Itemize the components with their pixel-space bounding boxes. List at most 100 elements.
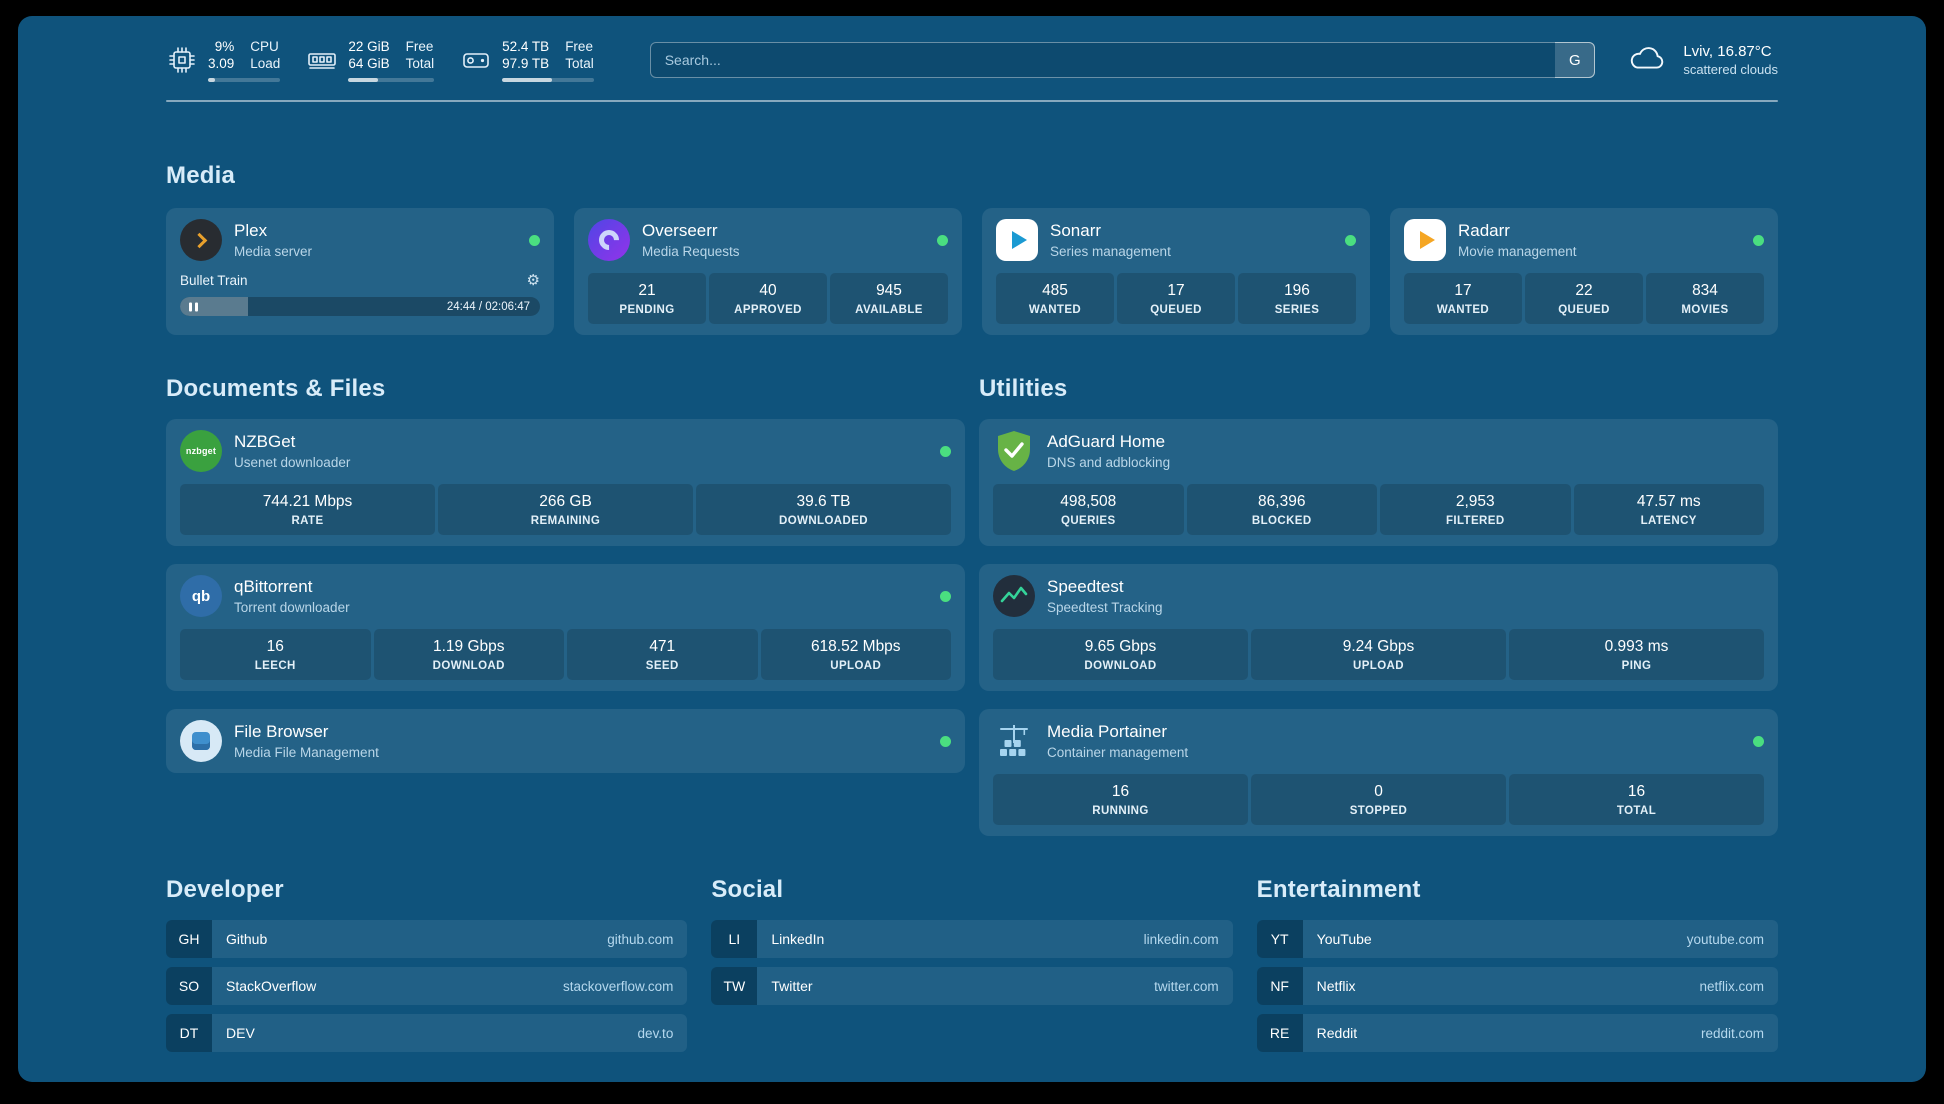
bookmarks-social: Social LI LinkedIn linkedin.com TW Twitte… bbox=[711, 876, 1233, 1061]
bookmark-url: github.com bbox=[607, 931, 674, 947]
stat-upload: 618.52 Mbps UPLOAD bbox=[760, 629, 951, 680]
bookmark-name: LinkedIn bbox=[771, 931, 825, 947]
search-input[interactable] bbox=[649, 42, 1596, 78]
disk-free-label: Free bbox=[565, 39, 593, 54]
overseerr-card[interactable]: Overseerr Media Requests 21 PENDING 40 APP… bbox=[574, 208, 962, 335]
disk-progress-bar bbox=[502, 78, 594, 82]
bookmark-youtube[interactable]: YT YouTube youtube.com bbox=[1256, 920, 1778, 958]
cpu-label: CPU bbox=[250, 39, 279, 54]
stat-remaining: 266 GB REMAINING bbox=[438, 484, 693, 535]
service-subtitle: DNS and adblocking bbox=[1047, 455, 1171, 470]
qbittorrent-icon: qb bbox=[180, 575, 222, 617]
bookmark-name: Github bbox=[226, 931, 268, 947]
bookmark-abbr: TW bbox=[711, 967, 758, 1005]
cpu-progress-bar bbox=[208, 78, 281, 82]
sonarr-icon bbox=[996, 219, 1038, 261]
pause-icon[interactable] bbox=[189, 302, 198, 311]
bookmark-url: linkedin.com bbox=[1143, 931, 1219, 947]
gear-icon[interactable]: ⚙ bbox=[526, 272, 540, 289]
service-name: NZBGet bbox=[234, 432, 296, 451]
service-name: Plex bbox=[234, 221, 268, 240]
bookmark-github[interactable]: GH Github github.com bbox=[166, 920, 688, 958]
service-name: File Browser bbox=[234, 722, 329, 741]
filebrowser-icon bbox=[180, 720, 222, 762]
section-title-documents: Documents & Files bbox=[166, 375, 386, 402]
section-title-utilities: Utilities bbox=[979, 375, 1068, 402]
section-title-developer: Developer bbox=[166, 876, 284, 903]
cloud-icon bbox=[1625, 42, 1671, 79]
search-engine-button[interactable]: G bbox=[1555, 42, 1596, 78]
bookmark-url: reddit.com bbox=[1700, 1025, 1764, 1041]
bookmark-abbr: YT bbox=[1256, 920, 1303, 958]
bookmark-abbr: GH bbox=[166, 920, 212, 958]
bookmark-linkedin[interactable]: LI LinkedIn linkedin.com bbox=[711, 920, 1233, 958]
stat-series: 196 SERIES bbox=[1238, 273, 1356, 324]
ram-widget: 22 GiB 64 GiB Free Total bbox=[306, 38, 435, 82]
stat-downloaded: 39.6 TB DOWNLOADED bbox=[696, 484, 951, 535]
bookmark-name: DEV bbox=[226, 1025, 255, 1041]
overseerr-icon bbox=[588, 219, 630, 261]
playback-time: 24:44 / 02:06:47 bbox=[446, 300, 530, 313]
bookmark-name: YouTube bbox=[1316, 931, 1372, 947]
bookmark-stackoverflow[interactable]: SO StackOverflow stackoverflow.com bbox=[166, 967, 688, 1005]
radarr-card[interactable]: Radarr Movie management 17 WANTED 22 QUEUE… bbox=[1390, 208, 1778, 335]
service-subtitle: Movie management bbox=[1458, 244, 1577, 259]
ram-total-label: Total bbox=[405, 56, 435, 71]
service-subtitle: Media File Management bbox=[234, 745, 379, 760]
bookmark-abbr: SO bbox=[166, 967, 212, 1005]
bookmark-twitter[interactable]: TW Twitter twitter.com bbox=[711, 967, 1233, 1005]
documents-column: Documents & Files nzbget NZBGet Usenet d… bbox=[166, 335, 965, 773]
stat-stopped: 0 STOPPED bbox=[1251, 774, 1506, 825]
media-grid: Plex Media server Bullet Train ⚙ 24:44 /… bbox=[166, 208, 1778, 335]
service-subtitle: Usenet downloader bbox=[234, 455, 351, 470]
service-name: Radarr bbox=[1458, 221, 1510, 240]
portainer-card[interactable]: Media Portainer Container management 16 R… bbox=[979, 709, 1778, 836]
bookmarks-area: Developer GH Github github.com SO StackOv… bbox=[166, 876, 1778, 1061]
speedtest-card[interactable]: Speedtest Speedtest Tracking 9.65 Gbps DO… bbox=[979, 564, 1778, 691]
stat-blocked: 86,396 BLOCKED bbox=[1186, 484, 1377, 535]
stat-wanted: 485 WANTED bbox=[996, 273, 1114, 324]
bookmark-reddit[interactable]: RE Reddit reddit.com bbox=[1256, 1014, 1778, 1052]
cpu-load-label: Load bbox=[250, 56, 281, 71]
stat-rate: 744.21 Mbps RATE bbox=[180, 484, 435, 535]
utilities-column: Utilities AdGuard Home DNS and adblockin… bbox=[979, 335, 1778, 836]
bookmark-url: twitter.com bbox=[1154, 978, 1219, 994]
sonarr-card[interactable]: Sonarr Series management 485 WANTED 17 QUE… bbox=[982, 208, 1370, 335]
bookmark-url: netflix.com bbox=[1699, 978, 1764, 994]
stat-queued: 17 QUEUED bbox=[1117, 273, 1235, 324]
stat-queries: 498,508 QUERIES bbox=[993, 484, 1184, 535]
bookmark-abbr: RE bbox=[1256, 1014, 1303, 1052]
bookmark-dev[interactable]: DT DEV dev.to bbox=[166, 1014, 688, 1052]
status-dot bbox=[1753, 735, 1764, 747]
disk-free-value: 52.4 TB bbox=[502, 39, 550, 54]
topbar: 9% 3.09 CPU Load bbox=[166, 38, 1778, 82]
bookmark-abbr: LI bbox=[711, 920, 758, 958]
bookmark-netflix[interactable]: NF Netflix netflix.com bbox=[1256, 967, 1778, 1005]
nzbget-card[interactable]: nzbget NZBGet Usenet downloader 744.21 M… bbox=[166, 419, 965, 546]
weather-widget: Lviv, 16.87°C scattered clouds bbox=[1625, 42, 1778, 79]
section-title-media: Media bbox=[166, 162, 236, 189]
bookmark-url: youtube.com bbox=[1686, 931, 1764, 947]
status-dot bbox=[940, 735, 951, 747]
stat-running: 16 RUNNING bbox=[993, 774, 1248, 825]
stat-total: 16 TOTAL bbox=[1509, 774, 1764, 825]
portainer-icon bbox=[993, 720, 1035, 762]
adguard-card[interactable]: AdGuard Home DNS and adblocking 498,508 Q… bbox=[979, 419, 1778, 546]
status-dot bbox=[1345, 234, 1356, 246]
ram-free-value: 22 GiB bbox=[348, 39, 390, 54]
service-subtitle: Series management bbox=[1050, 244, 1171, 259]
status-dot bbox=[529, 234, 540, 246]
filebrowser-card[interactable]: File Browser Media File Management bbox=[166, 709, 965, 773]
bookmark-name: StackOverflow bbox=[226, 978, 317, 994]
status-dot bbox=[940, 590, 951, 602]
service-subtitle: Torrent downloader bbox=[234, 600, 350, 615]
cpu-load-value: 3.09 bbox=[208, 56, 235, 71]
status-dot bbox=[1753, 234, 1764, 246]
plex-card[interactable]: Plex Media server Bullet Train ⚙ 24:44 /… bbox=[166, 208, 554, 335]
bookmark-abbr: DT bbox=[166, 1014, 212, 1052]
ram-free-label: Free bbox=[405, 39, 434, 54]
stat-latency: 47.57 ms LATENCY bbox=[1573, 484, 1764, 535]
cpu-usage-value: 9% bbox=[214, 39, 235, 54]
qbittorrent-card[interactable]: qb qBittorrent Torrent downloader 16 LEEC… bbox=[166, 564, 965, 691]
weather-location: Lviv, 16.87°C bbox=[1683, 43, 1772, 60]
